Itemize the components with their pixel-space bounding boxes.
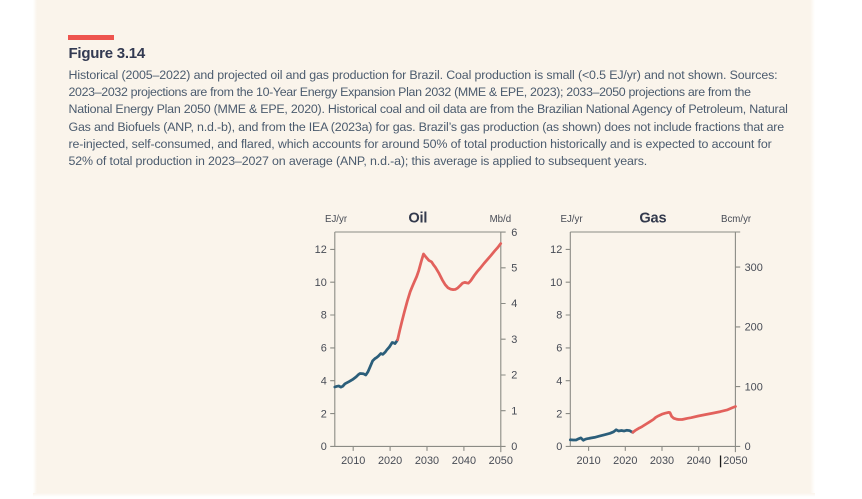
svg-text:10: 10 — [550, 277, 562, 289]
svg-text:2040: 2040 — [687, 455, 711, 467]
svg-text:12: 12 — [550, 244, 562, 256]
svg-text:12: 12 — [315, 244, 327, 256]
svg-text:100: 100 — [745, 381, 763, 393]
svg-text:0: 0 — [556, 441, 562, 453]
svg-text:Mb/d: Mb/d — [490, 214, 512, 225]
svg-text:3: 3 — [511, 334, 517, 346]
svg-text:0: 0 — [745, 441, 751, 453]
svg-text:2030: 2030 — [650, 455, 674, 467]
svg-text:EJ/yr: EJ/yr — [561, 214, 584, 225]
svg-text:10: 10 — [315, 277, 327, 289]
svg-text:2: 2 — [556, 408, 562, 420]
svg-text:8: 8 — [321, 310, 327, 322]
svg-text:4: 4 — [556, 375, 562, 387]
svg-text:300: 300 — [745, 262, 763, 274]
svg-text:1: 1 — [511, 405, 517, 417]
svg-text:2040: 2040 — [452, 455, 476, 467]
svg-text:4: 4 — [321, 375, 327, 387]
svg-text:200: 200 — [745, 322, 763, 334]
svg-text:6: 6 — [511, 227, 517, 239]
svg-text:2010: 2010 — [341, 455, 365, 467]
svg-text:2020: 2020 — [378, 455, 402, 467]
svg-text:6: 6 — [556, 343, 562, 355]
svg-text:4: 4 — [511, 298, 517, 310]
svg-text:EJ/yr: EJ/yr — [325, 214, 348, 225]
svg-text:2020: 2020 — [613, 455, 637, 467]
svg-text:5: 5 — [511, 263, 517, 275]
svg-text:Oil: Oil — [408, 210, 427, 226]
svg-text:8: 8 — [556, 310, 562, 322]
svg-text:2050: 2050 — [723, 455, 747, 467]
svg-text:2050: 2050 — [489, 455, 513, 467]
svg-text:Bcm/yr: Bcm/yr — [721, 214, 752, 225]
svg-text:0: 0 — [511, 441, 517, 453]
svg-text:0: 0 — [321, 441, 327, 453]
svg-text:2: 2 — [321, 408, 327, 420]
svg-text:Gas: Gas — [639, 210, 666, 226]
svg-text:2010: 2010 — [576, 455, 600, 467]
svg-text:2: 2 — [511, 370, 517, 382]
svg-text:2030: 2030 — [415, 455, 439, 467]
svg-text:6: 6 — [321, 343, 327, 355]
